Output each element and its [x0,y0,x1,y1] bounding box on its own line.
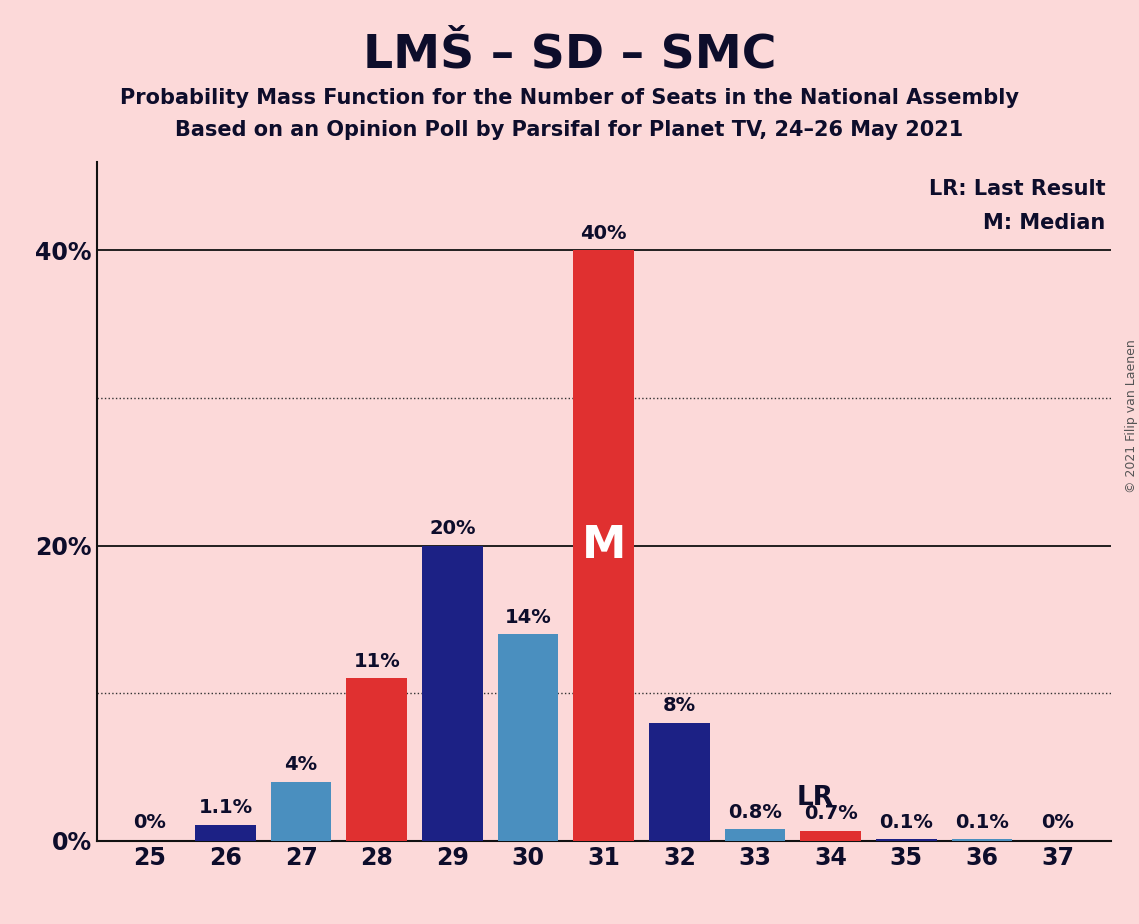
Bar [573,250,634,841]
Bar [423,545,483,841]
Text: 8%: 8% [663,697,696,715]
Text: 11%: 11% [353,652,400,671]
Bar [195,824,255,841]
Text: 0%: 0% [1041,813,1074,832]
Text: 1.1%: 1.1% [198,798,253,817]
Bar [649,723,710,841]
Bar [498,634,558,841]
Text: LR: Last Result: LR: Last Result [928,178,1106,199]
Bar [346,678,407,841]
Text: M: M [582,524,625,567]
Text: 0.7%: 0.7% [804,804,858,823]
Text: M: Median: M: Median [983,213,1106,233]
Text: 0.1%: 0.1% [879,813,933,832]
Bar [801,831,861,841]
Text: Probability Mass Function for the Number of Seats in the National Assembly: Probability Mass Function for the Number… [120,88,1019,108]
Text: 0.8%: 0.8% [728,803,781,821]
Text: 0.1%: 0.1% [954,813,1009,832]
Text: 4%: 4% [285,756,318,774]
Text: 20%: 20% [429,519,476,538]
Bar [952,839,1013,841]
Bar [724,829,785,841]
Text: LR: LR [796,785,834,811]
Text: 14%: 14% [505,608,551,626]
Text: © 2021 Filip van Laenen: © 2021 Filip van Laenen [1124,339,1138,492]
Bar [271,782,331,841]
Text: 40%: 40% [581,224,626,243]
Bar [876,839,936,841]
Text: 0%: 0% [133,813,166,832]
Text: Based on an Opinion Poll by Parsifal for Planet TV, 24–26 May 2021: Based on an Opinion Poll by Parsifal for… [175,120,964,140]
Text: LMŠ – SD – SMC: LMŠ – SD – SMC [362,32,777,78]
